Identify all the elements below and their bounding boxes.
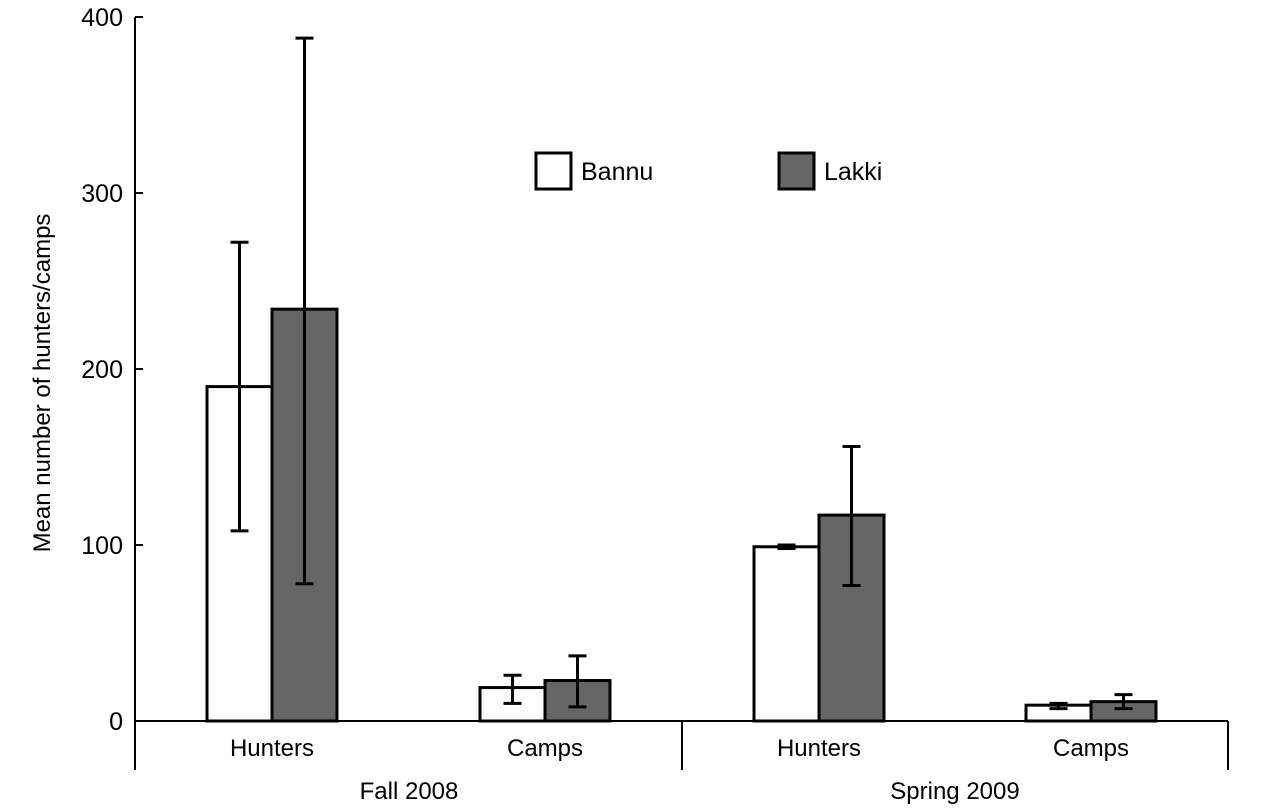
x-group-label: Spring 2009 [890,778,1019,805]
y-tick-label: 400 [81,4,123,32]
error-bar-bannu [777,543,796,551]
error-bar-lakki [1114,693,1133,711]
x-category-label: Hunters [230,735,314,762]
legend-label-bannu: Bannu [581,158,653,186]
error-bars [230,36,1133,711]
error-bar-bannu [230,240,249,533]
y-axis: 0 100 200 300 400 [81,4,143,736]
error-bar-bannu [503,673,522,705]
y-tick-label: 300 [81,180,123,208]
y-tick-label: 100 [81,532,123,560]
legend-swatch-lakki [777,151,816,191]
bar-bannu [752,545,821,723]
y-tick-label: 200 [81,356,123,384]
legend-label-lakki: Lakki [824,158,882,186]
legend: Bannu Lakki [534,151,882,191]
error-bar-bannu [1049,701,1068,711]
legend-swatch-bannu [534,151,573,191]
x-category-label: Hunters [777,735,861,762]
y-axis-label: Mean number of hunters/camps [29,214,56,553]
x-group-label: Fall 2008 [360,778,459,805]
y-tick-label: 0 [109,708,123,736]
x-category-label: Camps [507,735,583,762]
x-category-label: Camps [1053,735,1129,762]
error-bar-lakki [295,36,314,586]
x-axis: Hunters Camps Hunters Camps Fall 2008 Spring … [134,720,1229,805]
error-bar-lakki [842,444,861,587]
bars [205,307,1158,723]
error-bar-lakki [568,654,587,709]
